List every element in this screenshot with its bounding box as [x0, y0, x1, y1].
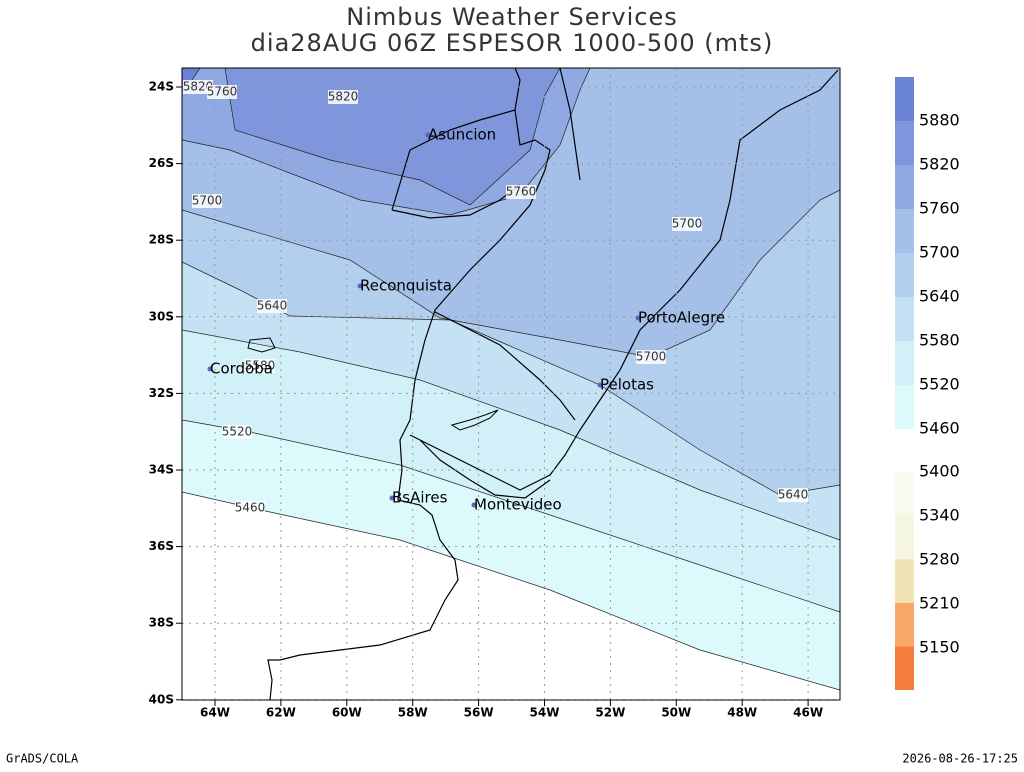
lon-label: 62W [266, 706, 296, 720]
colorbar-box [895, 77, 914, 121]
lon-label: 48W [727, 706, 757, 720]
colorbar-label: 5400 [919, 462, 960, 481]
footer-right: 2026-08-26-17:25 [902, 752, 1018, 766]
contour-line [224, 68, 561, 206]
colorbar-box [895, 646, 914, 690]
contour-label-bg [778, 488, 808, 502]
colorbar-box [895, 253, 914, 297]
lon-label: 60W [332, 706, 362, 720]
footer-left: GrADS/COLA [6, 752, 79, 766]
lon-label: 50W [661, 706, 691, 720]
city-label: PortoAlegre [638, 309, 725, 327]
contour-label-bg [636, 350, 666, 364]
colorbar-label: 5760 [919, 199, 960, 218]
colorbar-box [895, 515, 914, 560]
contour-label: 5820 [328, 90, 359, 104]
lat-label: 30S [149, 309, 174, 323]
city-label: Reconquista [360, 277, 452, 295]
city-dot [425, 132, 431, 138]
title-line1: Nimbus Weather Services [346, 3, 677, 31]
lake [247, 337, 499, 431]
city-label: Asuncion [428, 126, 496, 144]
colorbar-label: 5460 [919, 419, 960, 438]
contour-label-bg [222, 425, 252, 439]
lon-label: 56W [464, 706, 494, 720]
colorbar-box [895, 602, 914, 647]
contour-label-bg [245, 359, 275, 373]
colorbar-label: 5640 [919, 287, 960, 306]
lon-label: 46W [793, 706, 823, 720]
lon-label: 64W [200, 706, 230, 720]
contour-label: 5640 [778, 488, 809, 502]
lat-label: 28S [149, 233, 174, 247]
lat-label: 26S [149, 156, 174, 170]
contour-label-bg [235, 501, 265, 515]
colorbar-box [895, 385, 914, 429]
colorbar-label: 5820 [919, 155, 960, 174]
contour-label: 5580 [245, 359, 276, 373]
lon-label: 52W [595, 706, 625, 720]
colorbar-label: 5340 [919, 506, 960, 525]
city-dot [207, 366, 213, 372]
lat-label: 40S [149, 692, 174, 706]
contour-label: 5700 [672, 217, 703, 231]
contour-line [182, 261, 840, 496]
colorbar-box [895, 341, 914, 385]
contour-label-bg [192, 194, 222, 208]
lon-label: 58W [398, 706, 428, 720]
city-label: Pelotas [600, 376, 654, 394]
city-dot [597, 382, 603, 388]
colorbar-label: 5580 [919, 331, 960, 350]
lat-label: 32S [149, 386, 174, 400]
coastline [267, 68, 839, 700]
contour-label-bg [183, 80, 213, 94]
contour-label: 5760 [506, 185, 537, 199]
colorbar-box [895, 121, 914, 165]
title-line2: dia28AUG 06Z ESPESOR 1000-500 (mts) [251, 29, 774, 57]
contour-label-bg [207, 85, 237, 99]
contour-label: 5520 [222, 425, 253, 439]
contour-label: 5640 [257, 299, 288, 313]
colorbar-box [895, 209, 914, 253]
contour-label-bg [506, 185, 536, 199]
contour-label: 5700 [636, 350, 667, 364]
city-dot [635, 315, 641, 321]
colorbar-label: 5700 [919, 243, 960, 262]
contour-line [182, 329, 840, 541]
lon-label: 54W [530, 706, 560, 720]
city-dot [471, 502, 477, 508]
contour-label: 5700 [192, 194, 223, 208]
colorbar-label: 5150 [919, 638, 960, 657]
city-dot [357, 283, 363, 289]
lat-label: 36S [149, 539, 174, 553]
colorbar-box [895, 472, 914, 516]
contour-label-bg [328, 90, 358, 104]
colorbar-label: 5280 [919, 550, 960, 569]
colorbar-box [895, 559, 914, 603]
contour-label: 5460 [235, 501, 266, 515]
city-label: Cordoba [210, 360, 273, 378]
colorbar-box [895, 165, 914, 209]
city-label: BsAires [392, 489, 448, 507]
city-label: Montevideo [474, 496, 562, 514]
contour-label-bg [257, 299, 287, 313]
contour-label-bg [672, 217, 702, 231]
lat-label: 34S [149, 463, 174, 477]
frame [181, 67, 841, 701]
contour-label: 5760 [207, 85, 238, 99]
lat-label: 24S [149, 80, 174, 94]
city-dot [389, 495, 395, 501]
colorbar-label: 5210 [919, 594, 960, 613]
colorbar-label: 5520 [919, 375, 960, 394]
contour-line [182, 68, 591, 216]
colorbar-label: 5880 [919, 111, 960, 130]
lat-label: 38S [149, 616, 174, 630]
contour-label: 5820 [183, 80, 214, 94]
contour-band [225, 68, 560, 205]
colorbar-box [895, 297, 914, 341]
